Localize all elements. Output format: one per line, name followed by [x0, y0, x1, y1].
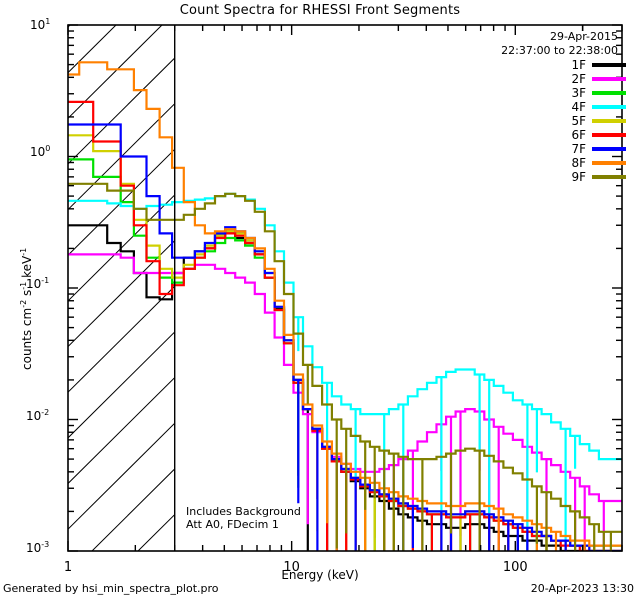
y-axis-label: counts cm-2 s-1 keV-1	[19, 247, 34, 370]
hatched-excluded-region	[68, 25, 175, 551]
legend-item-2F: 2F	[546, 72, 626, 86]
legend-swatch-9F	[592, 175, 626, 179]
legend-swatch-1F	[592, 63, 626, 67]
observation-interval: 22:37:00 to 22:38:00	[501, 44, 618, 57]
legend-label-5F: 5F	[571, 114, 586, 128]
spectrum-line-4F	[68, 192, 622, 461]
legend-swatch-4F	[592, 105, 626, 109]
spectrum-errorspikes-9F	[306, 364, 612, 551]
legend-item-7F: 7F	[546, 142, 626, 156]
legend-item-6F: 6F	[546, 128, 626, 142]
legend-swatch-5F	[592, 119, 626, 123]
legend-item-5F: 5F	[546, 114, 626, 128]
legend-label-8F: 8F	[571, 156, 586, 170]
spectrum-line-2F	[68, 253, 622, 503]
legend-label-9F: 9F	[571, 170, 586, 184]
page-title: Count Spectra for RHESSI Front Segments	[179, 3, 461, 18]
legend-swatch-7F	[592, 147, 626, 151]
legend-item-9F: 9F	[546, 170, 626, 184]
legend-label-3F: 3F	[571, 86, 586, 100]
legend-label-2F: 2F	[571, 72, 586, 86]
spectrum-errorspikes-4F	[297, 317, 577, 551]
legend-item-8F: 8F	[546, 156, 626, 170]
annotation-line-1: Includes Background	[186, 505, 301, 518]
x-tick-label: 1	[64, 560, 72, 575]
x-tick-label: 10	[283, 560, 300, 575]
legend: 1F 2F 3F 4F 5F 6F 7F 8F 9F	[546, 58, 626, 184]
x-tick-label: 100	[503, 560, 528, 575]
footer-generator: Generated by hsi_min_spectra_plot.pro	[3, 582, 219, 595]
legend-swatch-3F	[592, 91, 626, 95]
legend-swatch-2F	[592, 77, 626, 81]
y-tick-label: 101	[30, 17, 51, 33]
y-tick-label: 10-2	[26, 408, 50, 424]
legend-swatch-8F	[592, 161, 626, 165]
y-tick-label: 10-1	[26, 276, 50, 292]
y-tick-label: 100	[30, 144, 51, 160]
legend-swatch-6F	[592, 133, 626, 137]
x-tick-labels: 1 10 100	[64, 560, 528, 575]
legend-label-4F: 4F	[571, 100, 586, 114]
footer-timestamp: 20-Apr-2023 13:30	[530, 582, 634, 595]
spectra-curves-group	[68, 61, 622, 551]
legend-label-7F: 7F	[571, 142, 586, 156]
legend-item-4F: 4F	[546, 100, 626, 114]
annotation-line-2: Att A0, FDecim 1	[186, 518, 279, 531]
legend-item-3F: 3F	[546, 86, 626, 100]
spectrum-line-8F	[68, 61, 622, 547]
y-tick-label: 10-3	[26, 540, 50, 556]
x-axis-label: Energy (keV)	[281, 568, 359, 582]
plot-annotation: Includes Background Att A0, FDecim 1	[186, 505, 301, 531]
legend-item-1F: 1F	[546, 58, 626, 72]
observation-date: 29-Apr-2015	[549, 30, 618, 43]
legend-label-1F: 1F	[571, 58, 586, 72]
legend-label-6F: 6F	[571, 128, 586, 142]
